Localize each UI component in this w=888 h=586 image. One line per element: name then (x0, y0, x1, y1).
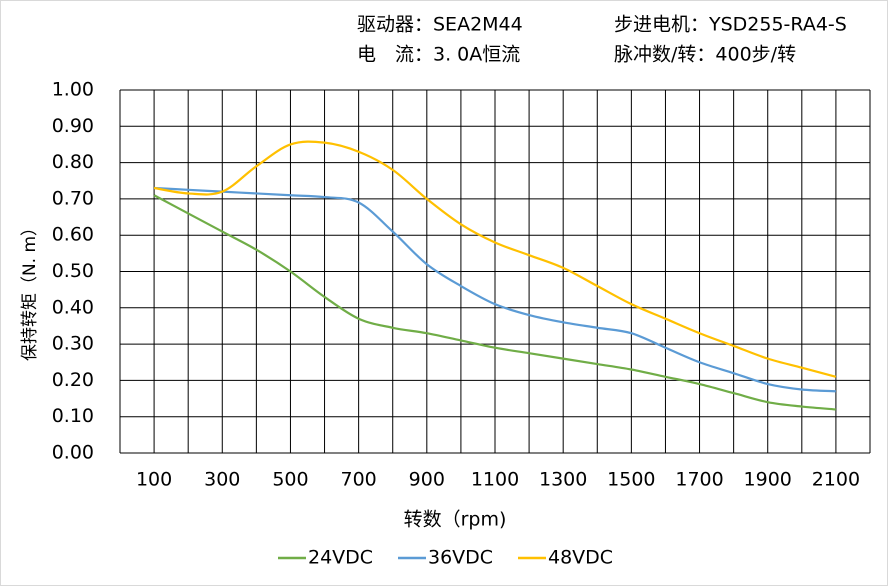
header-text: 电 流：3. 0A恒流 (357, 44, 520, 66)
x-tick-label: 1100 (471, 469, 519, 491)
y-tick-label: 0.70 (52, 187, 94, 209)
x-tick-label: 500 (272, 469, 308, 491)
legend-label: 36VDC (428, 547, 493, 569)
y-tick-label: 0.80 (52, 151, 94, 173)
y-tick-label: 0.30 (52, 333, 94, 355)
y-tick-label: 0.50 (52, 260, 94, 282)
x-tick-label: 900 (409, 469, 445, 491)
y-tick-label: 1.00 (52, 79, 94, 101)
legend-label: 48VDC (548, 547, 613, 569)
y-tick-label: 0.20 (52, 369, 94, 391)
x-tick-label: 300 (204, 469, 240, 491)
data-line (153, 140, 837, 378)
y-tick-label: 0.90 (52, 115, 94, 137)
x-tick-label: 100 (136, 469, 172, 491)
header-text: 脉冲数/转：400步/转 (614, 44, 796, 66)
y-tick-label: 0.00 (52, 442, 94, 464)
y-tick-label: 0.10 (52, 405, 94, 427)
x-tick-label: 1900 (744, 469, 792, 491)
y-tick-label: 0.40 (52, 296, 94, 318)
x-tick-label: 700 (341, 469, 377, 491)
header-text: 驱动器：SEA2M44 (357, 14, 523, 36)
x-tick-label: 1300 (539, 469, 587, 491)
legend-label: 24VDC (308, 547, 373, 569)
x-tick-label: 2100 (812, 469, 860, 491)
header-text: 步进电机：YSD255-RA4-S (614, 14, 847, 36)
data-line (153, 194, 837, 411)
x-tick-label: 1700 (675, 469, 723, 491)
x-axis-label: 转数（rpm) (404, 509, 507, 531)
y-axis-label: 保持转矩（N. m） (20, 219, 40, 361)
y-tick-label: 0.60 (52, 224, 94, 246)
x-tick-label: 1500 (607, 469, 655, 491)
data-line (154, 186, 836, 393)
